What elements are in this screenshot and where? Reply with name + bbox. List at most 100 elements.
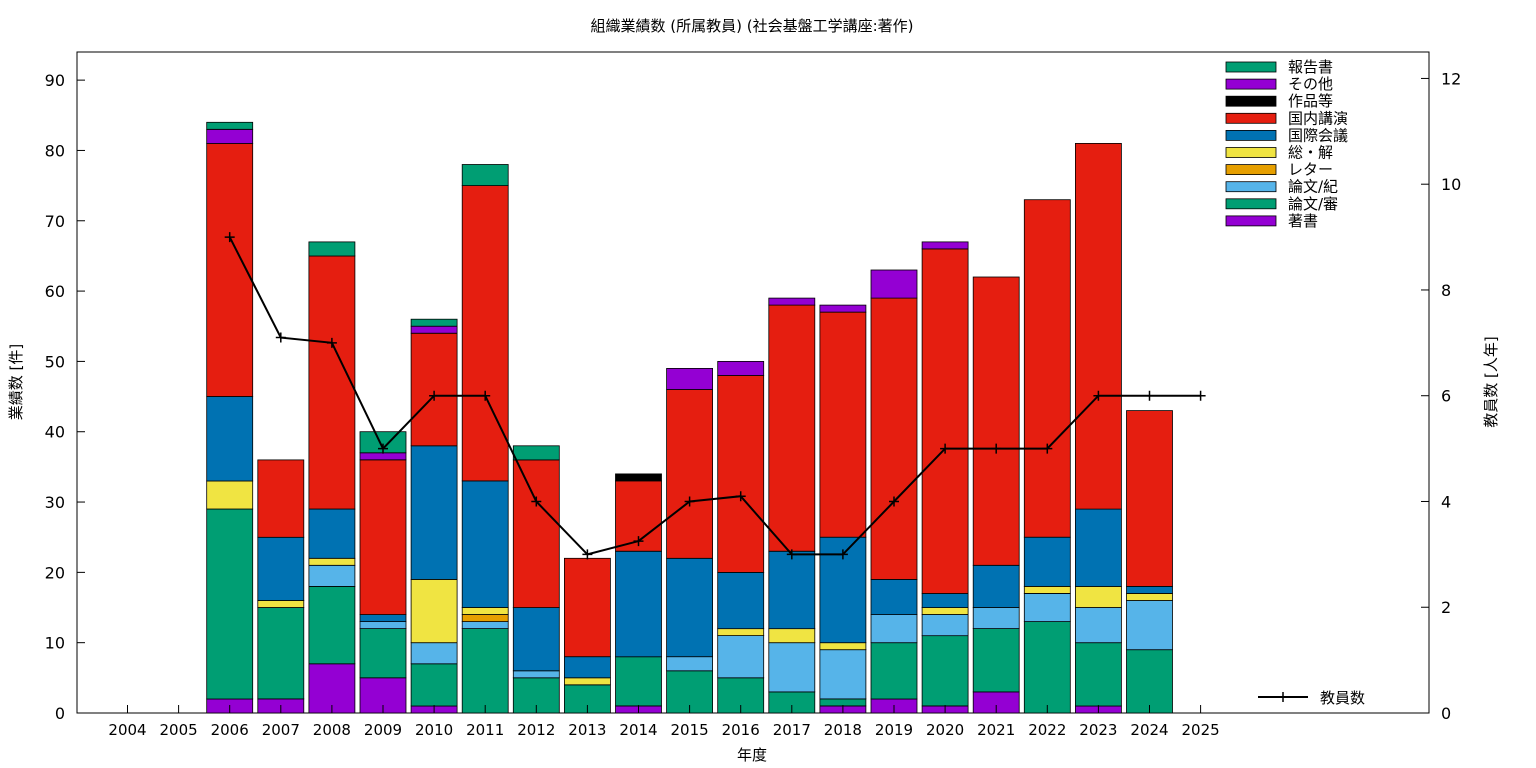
x-tick-label: 2013 — [568, 721, 606, 739]
bar-segment-2016-8 — [717, 360, 765, 376]
legend-label-2: 作品等 — [1288, 92, 1333, 110]
bar-segment-2022-6 — [1023, 199, 1071, 538]
bar-segment-2008-4 — [308, 557, 356, 566]
legend-line-label: 教員数 — [1320, 689, 1365, 707]
bar-segment-2009-5 — [359, 614, 407, 622]
x-tick-label: 2011 — [466, 721, 504, 739]
bar-segment-2017-5 — [768, 550, 816, 630]
line-point-2 — [326, 337, 337, 348]
bar-segment-2006-1 — [206, 508, 254, 700]
bar-segment-2015-2 — [666, 656, 713, 672]
legend-swatch-7 — [1225, 181, 1277, 193]
line-point-16 — [1042, 443, 1053, 454]
bar-segment-2018-6 — [819, 311, 867, 538]
legend-label-0: 報告書 — [1288, 58, 1333, 76]
bar-segment-2018-8 — [819, 304, 867, 313]
bar-segment-2008-0 — [308, 663, 356, 714]
line-point-15 — [991, 443, 1002, 454]
bar-segment-2016-6 — [717, 375, 765, 573]
x-tick-label: 2006 — [211, 721, 249, 739]
x-tick-label: 2017 — [773, 721, 811, 739]
y2-tick-label: 4 — [1441, 492, 1451, 511]
x-tick-label: 2015 — [671, 721, 709, 739]
bar-segment-2011-2 — [461, 621, 509, 629]
bar-segment-2023-6 — [1075, 142, 1122, 510]
bar-segment-2010-6 — [410, 332, 458, 447]
bar-segment-2009-2 — [359, 621, 407, 629]
y2-tick-label: 0 — [1441, 704, 1451, 723]
bar-segment-2007-6 — [257, 459, 305, 538]
line-series-path — [228, 236, 1201, 556]
line-point-4 — [429, 390, 440, 401]
bar-segment-2020-1 — [921, 635, 969, 707]
x-tick-label: 2024 — [1130, 721, 1168, 739]
bar-segment-2008-2 — [308, 564, 356, 587]
bar-segment-2012-9 — [512, 445, 560, 461]
y-tick-label: 50 — [45, 352, 65, 371]
bar-segment-2013-6 — [564, 557, 611, 658]
bar-segment-2019-1 — [870, 642, 918, 700]
x-tick-label: 2022 — [1028, 721, 1066, 739]
bar-segment-2006-8 — [206, 128, 254, 144]
bar-segment-2016-5 — [717, 572, 765, 630]
bar-segment-2014-7 — [615, 473, 662, 482]
legend-swatch-4 — [1225, 129, 1277, 141]
legend-label-8: 論文/審 — [1288, 195, 1338, 213]
legend-swatch-9 — [1225, 215, 1277, 227]
bar-segment-2011-1 — [461, 628, 509, 714]
bar-segment-2014-5 — [615, 550, 662, 658]
bar-segment-2015-6 — [666, 389, 713, 559]
bar-segment-2007-4 — [257, 600, 305, 608]
legend-label-1: その他 — [1288, 75, 1333, 93]
bar-segment-2007-1 — [257, 607, 305, 700]
bar-segment-2019-8 — [870, 269, 918, 299]
legend-swatch-2 — [1225, 95, 1277, 107]
bar-segment-2010-8 — [410, 325, 458, 334]
legend-swatch-0 — [1225, 61, 1277, 73]
bar-segment-2024-5 — [1126, 586, 1173, 594]
bar-segment-2012-6 — [512, 459, 560, 608]
bar-segment-2013-5 — [564, 656, 611, 679]
y2-tick-label: 8 — [1441, 281, 1451, 300]
bar-segment-2015-8 — [666, 367, 713, 390]
line-point-13 — [889, 496, 899, 507]
x-tick-label: 2005 — [160, 721, 198, 739]
x-axis-label: 年度 — [737, 746, 767, 764]
legend-label-3: 国内講演 — [1288, 109, 1348, 127]
x-tick-label: 2010 — [415, 721, 453, 739]
bar-segment-2010-9 — [410, 318, 458, 327]
bar-segment-2006-9 — [206, 121, 254, 130]
x-tick-label: 2019 — [875, 721, 913, 739]
line-point-9 — [684, 496, 695, 507]
y2-tick-label: 10 — [1441, 175, 1461, 194]
y2-tick-label: 6 — [1441, 387, 1451, 406]
bar-segment-2020-6 — [921, 248, 969, 594]
line-point-7 — [582, 549, 593, 560]
y-tick-label: 20 — [45, 563, 65, 582]
line-point-14 — [940, 443, 951, 454]
bar-segment-2006-6 — [206, 142, 254, 397]
bar-segment-2015-5 — [666, 557, 713, 658]
bar-segment-2023-4 — [1075, 586, 1122, 608]
bar-segment-2012-2 — [512, 670, 560, 679]
bars-layer — [206, 121, 1173, 714]
x-tick-label: 2007 — [262, 721, 300, 739]
axis-ticks: 0 10 20 30 40 50 60 70 80 90 0 2 4 6 8 10 12 2004 2005 2006… — [45, 69, 1462, 739]
bar-segment-2024-2 — [1126, 600, 1173, 651]
bar-segment-2024-6 — [1126, 410, 1173, 587]
bar-segment-2010-2 — [410, 642, 458, 665]
bar-segment-2020-2 — [921, 614, 969, 637]
x-tick-label: 2014 — [619, 721, 657, 739]
x-tick-label: 2020 — [926, 721, 964, 739]
bar-segment-2021-5 — [972, 564, 1020, 608]
line-point-8 — [633, 536, 644, 547]
bar-segment-2011-4 — [461, 607, 509, 615]
bar-segment-2011-6 — [461, 185, 509, 482]
bar-segment-2024-1 — [1126, 649, 1173, 714]
line-point-6 — [531, 496, 542, 507]
x-tick-label: 2004 — [108, 721, 146, 739]
y-tick-label: 10 — [45, 634, 65, 653]
bar-segment-2020-5 — [921, 593, 969, 609]
bar-segment-2010-1 — [410, 663, 458, 707]
y-tick-label: 70 — [45, 212, 65, 231]
